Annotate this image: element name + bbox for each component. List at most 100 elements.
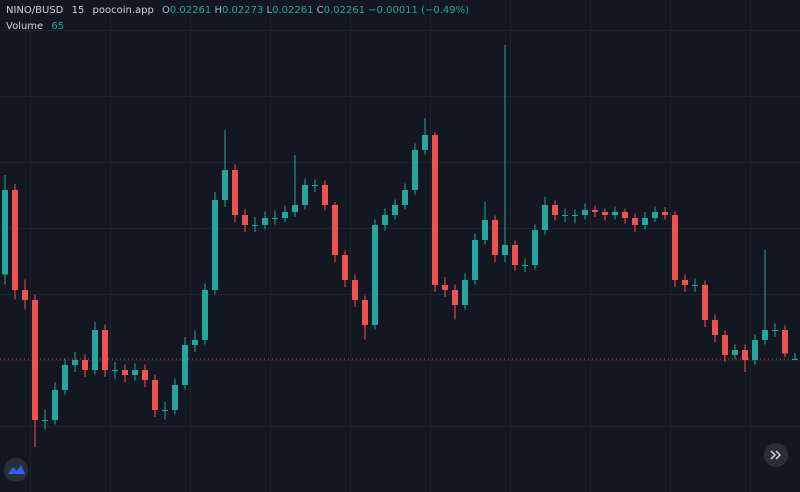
candle-body xyxy=(672,215,678,280)
candle-body xyxy=(722,335,728,355)
candle-body xyxy=(312,185,318,186)
candle-body xyxy=(32,300,38,420)
candle-body xyxy=(752,340,758,360)
candle-body xyxy=(632,218,638,225)
candle-body xyxy=(692,285,698,286)
candle-body xyxy=(392,205,398,215)
candle-body xyxy=(262,218,268,225)
candle-body xyxy=(762,330,768,340)
candle-body xyxy=(572,215,578,216)
candle-body xyxy=(142,370,148,380)
candle-body xyxy=(532,230,538,265)
candle-body xyxy=(462,280,468,305)
candle-body xyxy=(12,190,18,290)
candle-body xyxy=(382,215,388,225)
candle-body xyxy=(652,212,658,218)
candle-body xyxy=(212,200,218,290)
candle-body xyxy=(712,320,718,335)
candle-body xyxy=(402,190,408,205)
candle-body xyxy=(542,205,548,230)
candle-body xyxy=(242,215,248,225)
close-value: 0.02261 xyxy=(323,5,365,16)
candle-body xyxy=(292,205,298,212)
candle-body xyxy=(122,370,128,375)
candle-body xyxy=(742,350,748,360)
candle-body xyxy=(132,370,138,375)
candle-body xyxy=(52,390,58,420)
candle-body xyxy=(112,370,118,371)
candle-body xyxy=(452,290,458,305)
candle-body xyxy=(92,330,98,370)
candle-body xyxy=(642,218,648,225)
scroll-button[interactable] xyxy=(761,440,791,470)
candle-body xyxy=(772,330,778,331)
candle-body xyxy=(2,190,8,275)
candle-body xyxy=(432,135,438,285)
open-label: O xyxy=(162,5,170,16)
high-label: H xyxy=(214,5,222,16)
candle-body xyxy=(412,150,418,190)
candle-body xyxy=(522,265,528,266)
volume-row: Volume 65 xyxy=(6,21,64,32)
candle-body xyxy=(72,360,78,365)
candle-body xyxy=(162,410,168,411)
candle-body xyxy=(82,360,88,370)
candle-body xyxy=(42,420,48,421)
candle-body xyxy=(302,185,308,205)
interval: 15 xyxy=(71,5,85,16)
candle-body xyxy=(332,205,338,255)
low-value: 0.02261 xyxy=(272,5,314,16)
change-pct: (−0.49%) xyxy=(421,5,470,16)
candle-body xyxy=(182,345,188,385)
candle-body xyxy=(472,240,478,280)
volume-value: 65 xyxy=(51,21,65,32)
candle-body xyxy=(252,225,258,226)
close-label: C xyxy=(316,5,324,16)
candle-body xyxy=(152,380,158,410)
open-value: 0.02261 xyxy=(169,5,212,16)
candle-body xyxy=(562,215,568,216)
candle-body xyxy=(502,245,508,255)
candle-body xyxy=(202,290,208,340)
candle-body xyxy=(342,255,348,280)
candle-body xyxy=(792,359,798,360)
candle-body xyxy=(582,210,588,215)
candle-body xyxy=(602,212,608,215)
candle-body xyxy=(102,330,108,370)
candle-body xyxy=(612,212,618,215)
candle-body xyxy=(552,205,558,215)
candle-body xyxy=(62,365,68,390)
candle-body xyxy=(492,220,498,255)
low-label: L xyxy=(266,5,273,16)
candle-body xyxy=(22,290,28,300)
candle-body xyxy=(372,225,378,325)
candle-body xyxy=(272,218,278,219)
candle-body xyxy=(422,135,428,150)
candle-body xyxy=(662,212,668,215)
candle-body xyxy=(282,212,288,218)
candle-body xyxy=(622,212,628,218)
symbol: NINO/BUSD xyxy=(6,5,64,16)
candle-body xyxy=(352,280,358,300)
candle-body xyxy=(322,185,328,205)
candle-body xyxy=(782,330,788,354)
candle-body xyxy=(232,170,238,215)
logo[interactable] xyxy=(1,455,31,485)
high-value: 0.02273 xyxy=(221,5,264,16)
candle-body xyxy=(222,170,228,200)
source: poocoin.app xyxy=(92,5,154,16)
candle-body xyxy=(682,280,688,285)
candle-body xyxy=(482,220,488,240)
legend-row: NINO/BUSD 15 poocoin.app O0.02261 H0.022… xyxy=(6,5,469,16)
change: −0.00011 xyxy=(368,5,418,16)
candle-body xyxy=(362,300,368,325)
candle-body xyxy=(732,350,738,355)
candle-body xyxy=(512,245,518,265)
candle-body xyxy=(192,340,198,345)
candle-body xyxy=(442,285,448,290)
candle-body xyxy=(172,385,178,410)
volume-label: Volume xyxy=(6,21,44,32)
candle-body xyxy=(702,285,708,320)
